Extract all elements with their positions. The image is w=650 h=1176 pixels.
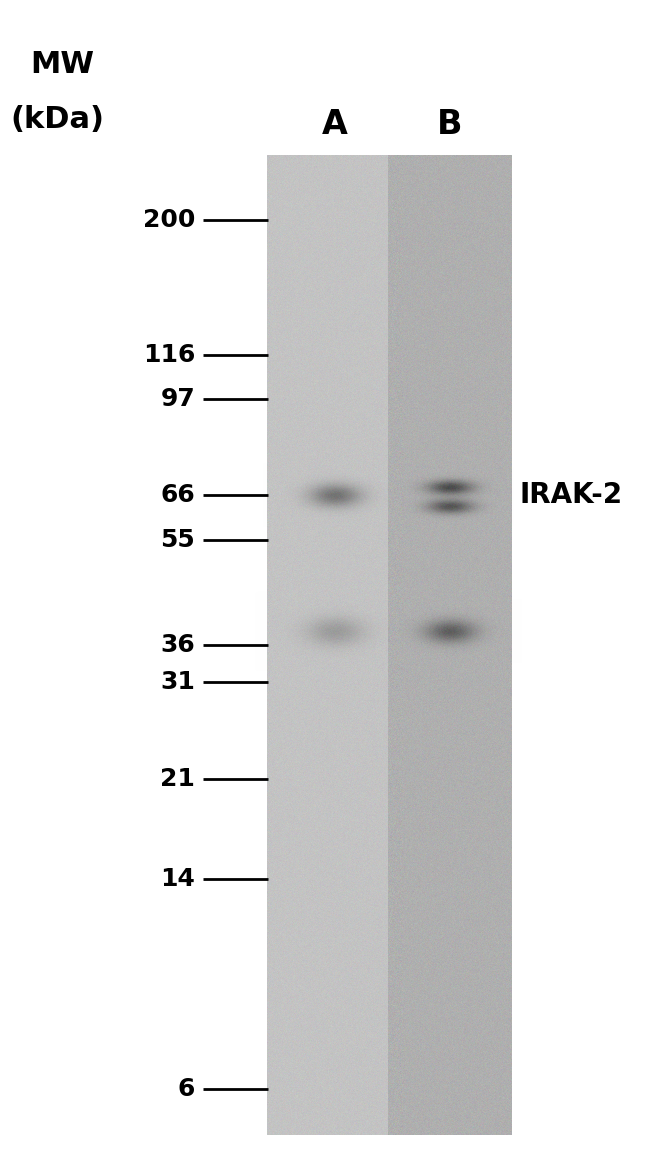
Text: IRAK-2: IRAK-2 — [520, 481, 623, 509]
Text: 97: 97 — [161, 387, 195, 410]
Text: 66: 66 — [161, 483, 195, 507]
Text: 36: 36 — [161, 633, 195, 657]
Text: MW: MW — [30, 51, 94, 79]
Text: 116: 116 — [142, 343, 195, 367]
Text: 55: 55 — [161, 528, 195, 552]
Text: (kDa): (kDa) — [10, 105, 104, 134]
Text: 200: 200 — [142, 208, 195, 232]
Text: 21: 21 — [160, 767, 195, 791]
Text: B: B — [437, 108, 463, 141]
Text: A: A — [322, 108, 348, 141]
Text: 31: 31 — [160, 670, 195, 694]
Text: 14: 14 — [160, 867, 195, 891]
Text: 6: 6 — [177, 1077, 195, 1101]
